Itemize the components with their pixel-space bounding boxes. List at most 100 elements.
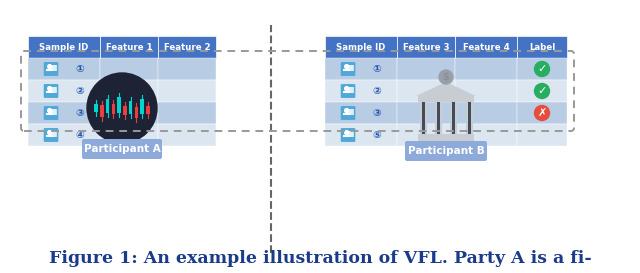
Circle shape bbox=[47, 87, 52, 91]
Circle shape bbox=[439, 70, 453, 84]
Text: ③: ③ bbox=[372, 108, 381, 118]
Text: ✓: ✓ bbox=[538, 86, 547, 96]
FancyBboxPatch shape bbox=[44, 62, 58, 76]
Circle shape bbox=[534, 84, 550, 99]
Bar bbox=[158, 58, 216, 80]
Bar bbox=[28, 80, 100, 102]
Text: ③: ③ bbox=[76, 108, 84, 118]
Bar bbox=[28, 102, 100, 124]
Bar bbox=[467, 102, 470, 134]
Text: ④: ④ bbox=[76, 130, 84, 140]
Bar bbox=[325, 102, 397, 124]
Bar bbox=[455, 102, 517, 124]
Text: ✓: ✓ bbox=[538, 64, 547, 74]
Text: Figure 1: An example illustration of VFL. Party A is a fi-: Figure 1: An example illustration of VFL… bbox=[49, 250, 591, 267]
Bar bbox=[397, 80, 455, 102]
Polygon shape bbox=[416, 82, 476, 96]
FancyBboxPatch shape bbox=[340, 84, 355, 98]
Bar bbox=[517, 80, 567, 102]
Bar bbox=[455, 124, 517, 146]
Circle shape bbox=[47, 130, 52, 135]
Bar bbox=[435, 102, 442, 134]
Bar bbox=[422, 102, 424, 134]
Text: Participant B: Participant B bbox=[408, 146, 484, 156]
Bar bbox=[455, 36, 517, 58]
Text: ②: ② bbox=[372, 86, 381, 96]
Bar bbox=[517, 102, 567, 124]
Bar bbox=[465, 102, 472, 134]
Bar bbox=[94, 104, 98, 112]
Bar bbox=[100, 102, 158, 124]
Bar bbox=[28, 58, 100, 80]
Bar bbox=[158, 102, 216, 124]
Bar bbox=[158, 36, 216, 58]
Bar bbox=[100, 124, 158, 146]
Bar bbox=[418, 134, 474, 142]
Bar bbox=[517, 124, 567, 146]
Bar bbox=[28, 36, 100, 58]
Circle shape bbox=[47, 65, 52, 69]
FancyBboxPatch shape bbox=[44, 84, 58, 98]
Bar bbox=[325, 58, 397, 80]
Bar bbox=[146, 106, 150, 114]
Circle shape bbox=[47, 109, 52, 112]
Bar bbox=[123, 105, 127, 114]
Bar bbox=[100, 80, 158, 102]
Bar bbox=[117, 97, 121, 113]
Circle shape bbox=[345, 87, 349, 91]
FancyBboxPatch shape bbox=[82, 139, 162, 159]
Bar bbox=[100, 105, 104, 117]
Bar bbox=[325, 80, 397, 102]
Text: ②: ② bbox=[76, 86, 84, 96]
Circle shape bbox=[534, 106, 550, 120]
Text: Sample ID: Sample ID bbox=[39, 43, 89, 52]
Text: Feature 1: Feature 1 bbox=[106, 43, 152, 52]
Circle shape bbox=[345, 65, 349, 69]
Bar bbox=[100, 58, 158, 80]
Text: ✗: ✗ bbox=[538, 108, 547, 118]
FancyBboxPatch shape bbox=[44, 106, 58, 120]
Bar bbox=[111, 104, 115, 114]
Text: Sample ID: Sample ID bbox=[336, 43, 386, 52]
Bar bbox=[325, 36, 397, 58]
Bar bbox=[419, 102, 426, 134]
Text: Feature 2: Feature 2 bbox=[164, 43, 211, 52]
Bar bbox=[100, 36, 158, 58]
Text: ⑤: ⑤ bbox=[372, 130, 381, 140]
Text: ①: ① bbox=[76, 64, 84, 74]
Bar bbox=[397, 102, 455, 124]
Bar bbox=[437, 102, 440, 134]
FancyBboxPatch shape bbox=[340, 106, 355, 120]
FancyBboxPatch shape bbox=[44, 128, 58, 142]
Bar bbox=[455, 58, 517, 80]
FancyBboxPatch shape bbox=[340, 128, 355, 142]
Bar bbox=[397, 58, 455, 80]
FancyBboxPatch shape bbox=[340, 62, 355, 76]
Bar bbox=[129, 100, 132, 114]
Circle shape bbox=[534, 61, 550, 76]
Bar bbox=[452, 102, 455, 134]
Text: Feature 4: Feature 4 bbox=[463, 43, 509, 52]
Circle shape bbox=[87, 73, 157, 143]
Bar bbox=[158, 80, 216, 102]
Bar bbox=[517, 58, 567, 80]
Bar bbox=[517, 36, 567, 58]
Text: $: $ bbox=[443, 72, 449, 82]
FancyBboxPatch shape bbox=[405, 141, 487, 161]
Bar bbox=[397, 36, 455, 58]
Text: Participant A: Participant A bbox=[84, 144, 161, 154]
Text: ①: ① bbox=[372, 64, 381, 74]
Bar bbox=[158, 124, 216, 146]
Bar bbox=[106, 99, 109, 113]
Bar bbox=[134, 106, 138, 117]
Bar bbox=[455, 80, 517, 102]
Bar bbox=[450, 102, 457, 134]
Text: Feature 3: Feature 3 bbox=[403, 43, 449, 52]
Circle shape bbox=[345, 130, 349, 135]
Bar bbox=[28, 124, 100, 146]
Bar bbox=[397, 124, 455, 146]
Bar bbox=[325, 124, 397, 146]
Bar bbox=[140, 99, 144, 114]
Bar bbox=[418, 96, 474, 102]
Text: Label: Label bbox=[529, 43, 555, 52]
